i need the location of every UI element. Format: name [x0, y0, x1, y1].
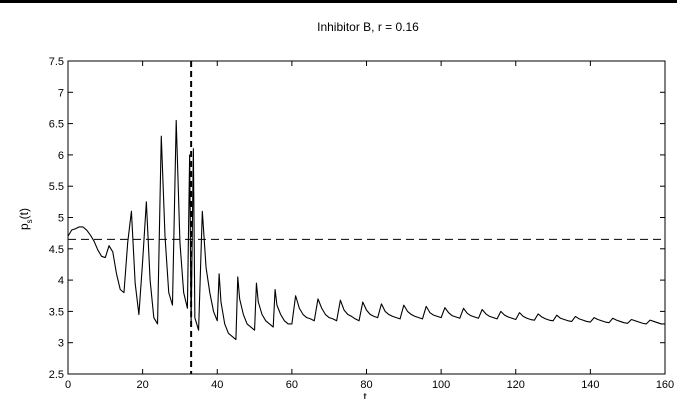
y-tick-label: 5 [58, 213, 64, 225]
chart-title: Inhibitor B, r = 0.16 [317, 20, 419, 34]
x-axis: 0 20 40 60 80 100 120 140 160 [65, 61, 674, 391]
x-axis-label: t [363, 390, 367, 399]
series-layer [67, 119, 665, 341]
x-tick-label: 60 [286, 379, 298, 391]
y-axis-label-suffix: (t) [17, 208, 31, 219]
y-tick-label: 6.5 [49, 119, 64, 131]
x-tick-label: 140 [581, 379, 599, 391]
x-tick-label: 40 [211, 379, 223, 391]
plot-area: 0 20 40 60 80 100 120 140 160 2.5 3 3.5 4 4.5 5 5.5 6 6.… [49, 56, 674, 391]
x-tick-label: 100 [432, 379, 450, 391]
y-tick-label: 3 [58, 338, 64, 350]
x-tick-label: 0 [65, 379, 71, 391]
reference-lines [68, 61, 665, 374]
y-tick-label: 3.5 [49, 306, 64, 318]
x-tick-label: 20 [137, 379, 149, 391]
y-axis-label-main: p [17, 223, 31, 230]
y-tick-label: 4.5 [49, 244, 64, 256]
plot-frame [67, 60, 666, 375]
y-tick-label: 2.5 [49, 369, 64, 381]
y-axis-label-subscript: s [25, 219, 34, 223]
series-line [67, 119, 665, 341]
x-tick-label: 80 [360, 379, 372, 391]
y-tick-label: 5.5 [49, 181, 64, 193]
y-tick-label: 7 [58, 87, 64, 99]
y-axis: 2.5 3 3.5 4 4.5 5 5.5 6 6.5 7 7.5 [49, 56, 665, 381]
x-tick-label: 160 [656, 379, 674, 391]
y-tick-label: 6 [58, 150, 64, 162]
y-axis-label: ps(t) [17, 208, 34, 230]
y-tick-label: 7.5 [49, 56, 64, 68]
x-tick-label: 120 [507, 379, 525, 391]
y-tick-label: 4 [58, 275, 64, 287]
